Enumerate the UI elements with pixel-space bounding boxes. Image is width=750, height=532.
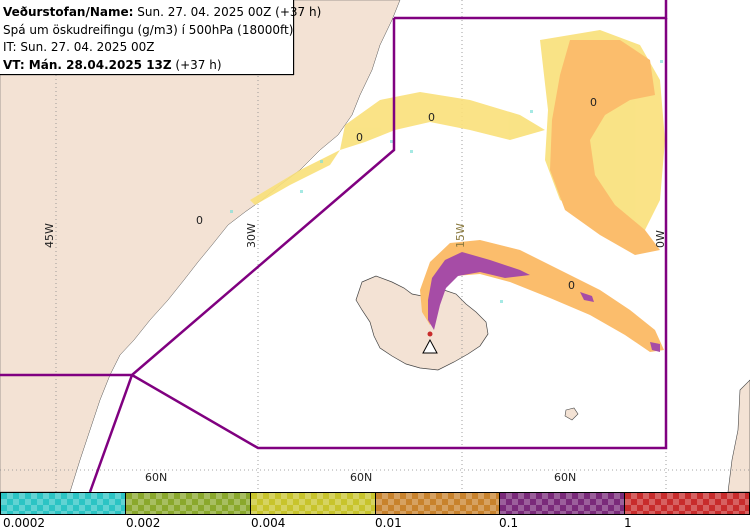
issuer-label: Veðurstofan/Name: — [3, 5, 134, 19]
legend-swatch-3 — [250, 492, 376, 515]
issuer-line: Veðurstofan/Name: Sun. 27. 04. 2025 00Z … — [3, 4, 321, 22]
valid-time-offset: (+37 h) — [171, 57, 222, 72]
legend-swatch-4 — [375, 492, 500, 515]
contour-label: 0 — [356, 131, 363, 144]
lon-label-15w: 15W — [454, 223, 467, 248]
legend-tick-4: 0.01 — [375, 516, 402, 530]
contour-label: 0 — [196, 214, 203, 227]
forecast-info-box: Veðurstofan/Name: Sun. 27. 04. 2025 00Z … — [0, 0, 321, 75]
advisory-boundary — [0, 0, 668, 492]
legend-tick-5: 0.1 — [499, 516, 519, 530]
contour-label: 0 — [590, 96, 597, 109]
legend-tick-6: 1 — [624, 516, 632, 530]
contour-label: 0 — [568, 279, 575, 292]
norway-coast — [727, 379, 750, 492]
legend-swatch-6 — [624, 492, 750, 515]
lat-label-3: 60N — [554, 471, 576, 484]
ash-dispersion-map: 45W 30W 15W 0W 60N 60N 60N 0 0 0 0 0 — [0, 0, 750, 492]
ash-high-concentration — [428, 252, 660, 352]
legend-tick-1: 0.0002 — [3, 516, 45, 530]
issuer-value: Sun. 27. 04. 2025 00Z (+37 h) — [133, 5, 322, 19]
iceland-land — [355, 275, 489, 371]
graticule — [0, 0, 750, 492]
legend-swatch-1 — [0, 492, 126, 515]
valid-time-label: VT: Mán. 28.04.2025 13Z — [3, 57, 172, 72]
legend-swatch-5 — [499, 492, 625, 515]
island-east — [564, 407, 579, 421]
greenland-land — [0, 0, 401, 492]
contour-label: 0 — [428, 111, 435, 124]
issue-time: IT: Sun. 27. 04. 2025 00Z — [3, 40, 155, 54]
lat-label-1: 60N — [145, 471, 167, 484]
lat-label-2: 60N — [350, 471, 372, 484]
lon-label-45w: 45W — [43, 223, 56, 248]
volcano-marker — [422, 331, 438, 354]
legend-tick-3: 0.004 — [251, 516, 286, 530]
lon-label-0w: 0W — [654, 230, 667, 248]
forecast-description: Spá um öskudreifingu (g/m3) í 500hPa (18… — [3, 22, 294, 37]
legend-tick-2: 0.002 — [126, 516, 161, 530]
concentration-legend: 0.0002 0.002 0.004 0.01 0.1 1 — [0, 492, 750, 532]
lon-label-30w: 30W — [245, 223, 258, 248]
valid-time-line: VT: Mán. 28.04.2025 13Z (+37 h) — [3, 57, 293, 75]
legend-swatch-2 — [125, 492, 251, 515]
